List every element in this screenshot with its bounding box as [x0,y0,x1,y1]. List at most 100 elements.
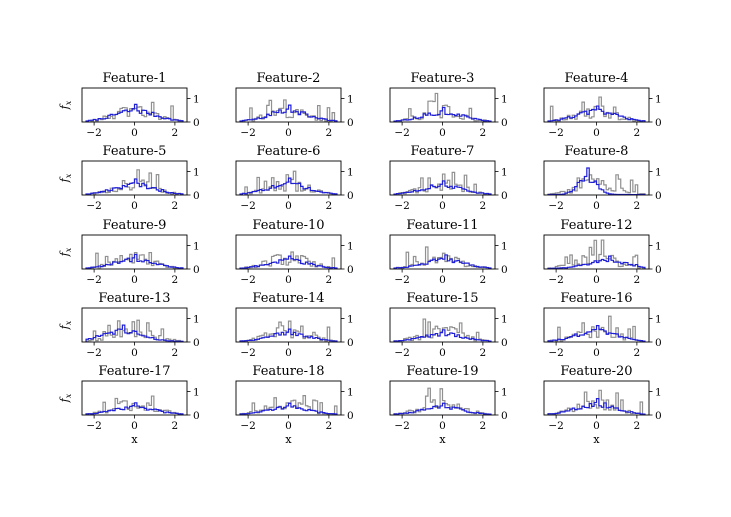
x-tick-label: −2 [240,347,255,359]
y-tick-label: 1 [347,167,354,179]
y-tick-label: 1 [193,167,200,179]
x-tick-label: 0 [439,420,446,432]
y-tick-label: 0 [655,117,662,129]
x-tick-label: 2 [634,347,641,359]
fitted-histogram [239,328,338,342]
x-tick-label: 0 [285,274,292,286]
x-tick-label: 0 [131,347,138,359]
y-tick-label: 1 [501,167,508,179]
panel-15: Feature-15 −2 0 2 0 1 [389,291,508,359]
fitted-histogram [85,178,184,195]
panel-3: Feature-3 −2 0 2 0 1 [389,71,508,139]
y-tick-label: 0 [501,410,508,422]
x-tick-label: 0 [131,200,138,212]
x-tick-label: 0 [439,347,446,359]
x-tick-label: 0 [593,127,600,139]
x-tick-label: −2 [86,200,101,212]
x-tick-label: 2 [172,127,179,139]
fitted-histogram [393,329,492,342]
y-tick-label: 1 [501,314,508,326]
y-tick-label: 0 [193,190,200,202]
panel-6: Feature-6 −2 0 2 0 1 [235,144,354,212]
axes-frame [81,160,188,196]
x-tick-label: 0 [439,200,446,212]
panel-13: Feature-13 −2 0 2 0 1 fx [58,291,200,359]
x-tick-label: 0 [131,420,138,432]
panel-title: Feature-1 [103,71,167,86]
x-tick-label: 2 [634,420,641,432]
panel-title: Feature-6 [257,144,321,159]
reference-histogram [239,320,338,342]
y-tick-label: 0 [347,117,354,129]
x-tick-label: 2 [480,200,487,212]
x-tick-label: 2 [326,420,333,432]
y-tick-label: 1 [501,94,508,106]
x-tick-label: 2 [172,347,179,359]
y-tick-label: 0 [193,117,200,129]
x-tick-label: 2 [172,274,179,286]
x-tick-label: −2 [86,274,101,286]
x-axis-label: x [285,433,292,446]
x-tick-label: −2 [394,127,409,139]
y-tick-label: 1 [655,387,662,399]
y-axis-label: fx [58,100,73,110]
y-tick-label: 0 [655,410,662,422]
panel-title: Feature-8 [565,144,629,159]
panel-20: Feature-20 −2 0 2 0 1 x [543,364,662,446]
x-tick-label: 2 [480,420,487,432]
y-tick-label: 1 [347,94,354,106]
x-tick-label: −2 [548,347,563,359]
panel-7: Feature-7 −2 0 2 0 1 [389,144,508,212]
x-tick-label: 2 [480,347,487,359]
x-tick-label: 2 [172,420,179,432]
x-tick-label: −2 [86,347,101,359]
panel-5: Feature-5 −2 0 2 0 1 fx [58,144,200,212]
fitted-histogram [85,402,184,415]
panel-title: Feature-11 [406,218,478,233]
panel-title: Feature-5 [103,144,167,159]
x-tick-label: −2 [86,127,101,139]
x-tick-label: 0 [131,127,138,139]
panel-title: Feature-9 [103,218,167,233]
y-tick-label: 0 [501,117,508,129]
x-tick-label: −2 [240,274,255,286]
panel-title: Feature-2 [257,71,321,86]
panel-title: Feature-12 [560,218,632,233]
panel-11: Feature-11 −2 0 2 0 1 [389,218,508,286]
x-tick-label: −2 [548,200,563,212]
fitted-histogram [547,105,646,122]
panel-title: Feature-13 [98,291,170,306]
y-tick-label: 1 [193,314,200,326]
axes-frame [543,87,650,123]
panel-12: Feature-12 −2 0 2 0 1 [543,218,662,286]
x-tick-label: −2 [394,347,409,359]
panel-4: Feature-4 −2 0 2 0 1 [543,71,662,139]
y-tick-label: 1 [655,314,662,326]
y-tick-label: 1 [347,241,354,253]
fitted-histogram [85,103,184,122]
panel-title: Feature-17 [98,364,170,379]
x-tick-label: 0 [285,347,292,359]
y-tick-label: 1 [655,94,662,106]
fitted-histogram [547,167,646,195]
axes-frame [81,380,188,416]
x-tick-label: −2 [548,420,563,432]
x-tick-label: 2 [634,127,641,139]
svg-text:fx: fx [58,393,73,403]
panel-title: Feature-19 [406,364,478,379]
y-axis-label: fx [58,173,73,183]
panel-17: Feature-17 −2 0 2 0 1 fx x [58,364,200,446]
reference-histogram [239,99,338,122]
y-tick-label: 1 [193,94,200,106]
panel-title: Feature-15 [406,291,478,306]
y-tick-label: 1 [501,241,508,253]
x-tick-label: 0 [439,127,446,139]
x-axis-label: x [439,433,446,446]
reference-histogram [239,251,338,269]
x-tick-label: 0 [285,127,292,139]
x-tick-label: −2 [394,200,409,212]
panel-19: Feature-19 −2 0 2 0 1 x [389,364,508,446]
fitted-histogram [239,177,338,195]
y-tick-label: 0 [193,410,200,422]
